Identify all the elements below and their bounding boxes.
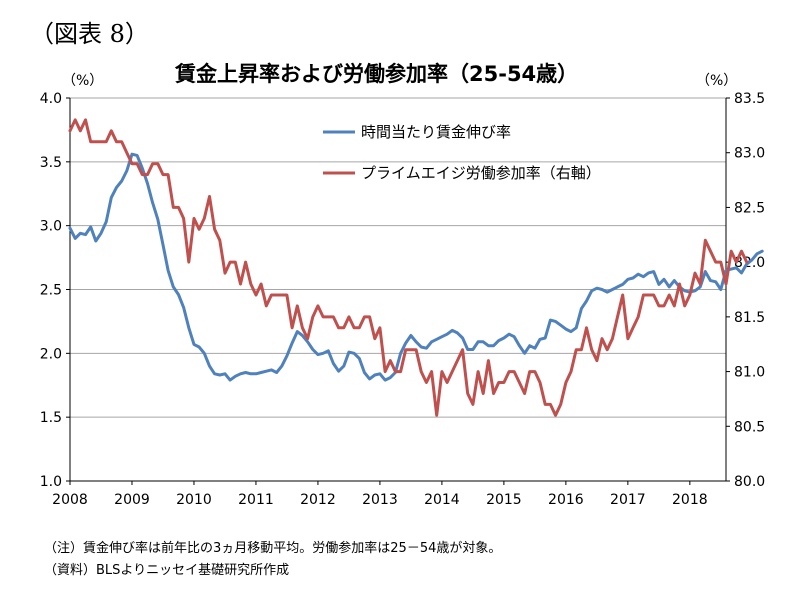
right-tick-label: 80.5 bbox=[734, 419, 765, 435]
x-tick-label: 2010 bbox=[176, 492, 212, 508]
source-line: （資料）BLSよりニッセイ基礎研究所作成 bbox=[44, 563, 290, 578]
x-tick-label: 2017 bbox=[610, 492, 646, 508]
series-line-2 bbox=[68, 118, 749, 417]
axes: 1.0 1.5 2.0 2.5 3.0 3.5 4.0 80.0 80.5 81.0 81.5 82.… bbox=[40, 91, 765, 508]
figure-label: （図表 8） bbox=[30, 20, 149, 48]
legend-label-1: 時間当たり賃金伸び率 bbox=[361, 123, 511, 141]
right-tick-label: 83.0 bbox=[734, 146, 765, 162]
right-axis-unit: （%） bbox=[696, 73, 738, 89]
right-tick-label: 81.5 bbox=[734, 310, 765, 326]
x-tick-label: 2012 bbox=[300, 492, 336, 508]
x-tick-label: 2009 bbox=[114, 492, 150, 508]
left-tick-label: 3.0 bbox=[40, 219, 62, 235]
right-tick-label: 81.0 bbox=[734, 365, 765, 381]
legend-label-2: プライムエイジ労働参加率（右軸） bbox=[361, 164, 601, 182]
x-tick-label: 2016 bbox=[548, 492, 584, 508]
right-tick-label: 83.5 bbox=[734, 91, 765, 107]
left-tick-label: 2.5 bbox=[40, 283, 62, 299]
note-line: （注）賃金伸び率は前年比の3ヵ月移動平均。労働参加率は25－54歳が対象。 bbox=[44, 541, 502, 556]
x-tick-label: 2018 bbox=[672, 492, 708, 508]
right-tick-label: 82.5 bbox=[734, 200, 765, 216]
notes: （注）賃金伸び率は前年比の3ヵ月移動平均。労働参加率は25－54歳が対象。 （資… bbox=[44, 538, 501, 582]
left-tick-label: 1.0 bbox=[40, 474, 62, 490]
right-tick-label: 80.0 bbox=[734, 474, 765, 490]
left-tick-label: 4.0 bbox=[40, 91, 62, 107]
gridlines bbox=[70, 97, 726, 482]
x-tick-label: 2011 bbox=[238, 492, 274, 508]
chart-title: 賃金上昇率および労働参加率（25-54歳） bbox=[175, 62, 579, 86]
series-lines bbox=[68, 118, 764, 417]
left-tick-label: 2.0 bbox=[40, 346, 62, 362]
x-tick-label: 2014 bbox=[424, 492, 460, 508]
series-line-1 bbox=[68, 152, 764, 382]
left-axis-unit: （%） bbox=[62, 73, 104, 89]
left-tick-label: 1.5 bbox=[40, 410, 62, 426]
x-tick-label: 2008 bbox=[52, 492, 88, 508]
x-tick-label: 2015 bbox=[486, 492, 522, 508]
left-tick-label: 3.5 bbox=[40, 155, 62, 171]
x-tick-label: 2013 bbox=[362, 492, 398, 508]
